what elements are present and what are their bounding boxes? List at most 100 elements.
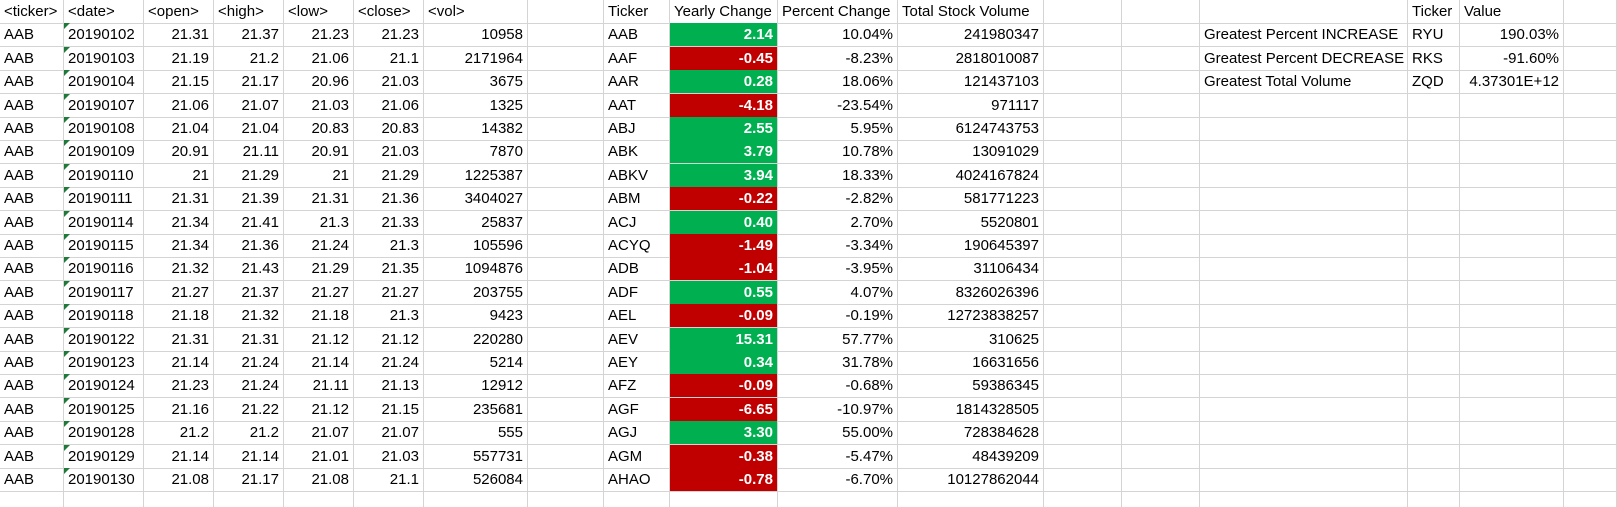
cell-ticker[interactable]: AAB xyxy=(0,327,64,352)
cell-percent-change[interactable]: -23.54% xyxy=(778,93,898,118)
cell-total-stock-volume[interactable]: 241980347 xyxy=(898,23,1044,48)
cell[interactable] xyxy=(1200,304,1408,329)
cell[interactable] xyxy=(424,491,528,507)
cell[interactable] xyxy=(1122,140,1200,165)
cell-date[interactable]: 20190128 xyxy=(64,421,144,446)
cell[interactable] xyxy=(528,257,604,282)
cell-vol[interactable]: 557731 xyxy=(424,444,528,469)
cell[interactable] xyxy=(1460,163,1564,188)
cell[interactable] xyxy=(528,23,604,48)
cell-percent-change[interactable]: -8.23% xyxy=(778,46,898,71)
cell[interactable] xyxy=(528,210,604,235)
cell[interactable] xyxy=(144,491,214,507)
cell-ticker[interactable]: ADF xyxy=(604,280,670,305)
cell-total-stock-volume[interactable]: 728384628 xyxy=(898,421,1044,446)
cell-yearly-change[interactable]: -4.18 xyxy=(670,93,778,118)
cell[interactable] xyxy=(1564,187,1617,212)
cell-date[interactable]: 20190118 xyxy=(64,304,144,329)
cell-total-stock-volume[interactable]: 13091029 xyxy=(898,140,1044,165)
cell-close[interactable]: 21.36 xyxy=(354,187,424,212)
cell-close[interactable]: 21.35 xyxy=(354,257,424,282)
cell-greatest-value[interactable]: -91.60% xyxy=(1460,46,1564,71)
cell-percent-change[interactable]: 18.06% xyxy=(778,70,898,95)
cell-close[interactable]: 21.23 xyxy=(354,23,424,48)
cell-percent-change[interactable]: -3.95% xyxy=(778,257,898,282)
cell-vol[interactable]: 203755 xyxy=(424,280,528,305)
column-header-ticker[interactable]: Ticker xyxy=(1408,0,1460,24)
cell-total-stock-volume[interactable]: 59386345 xyxy=(898,374,1044,399)
column-header-date[interactable]: <date> xyxy=(64,0,144,24)
cell-vol[interactable]: 555 xyxy=(424,421,528,446)
cell-ticker[interactable]: ADB xyxy=(604,257,670,282)
cell-high[interactable]: 21.29 xyxy=(214,163,284,188)
cell-yearly-change[interactable]: -0.22 xyxy=(670,187,778,212)
cell[interactable] xyxy=(528,93,604,118)
cell[interactable] xyxy=(1200,280,1408,305)
cell[interactable] xyxy=(1460,117,1564,141)
cell[interactable] xyxy=(1200,468,1408,492)
cell[interactable] xyxy=(1044,46,1122,71)
cell-total-stock-volume[interactable]: 12723838257 xyxy=(898,304,1044,329)
cell-close[interactable]: 21.07 xyxy=(354,421,424,446)
cell-total-stock-volume[interactable]: 121437103 xyxy=(898,70,1044,95)
cell-low[interactable]: 21 xyxy=(284,163,354,188)
cell-ticker[interactable]: AAB xyxy=(0,397,64,422)
cell-ticker[interactable]: AAB xyxy=(0,70,64,95)
cell[interactable] xyxy=(1122,444,1200,469)
cell-ticker[interactable]: ABKV xyxy=(604,163,670,188)
cell[interactable] xyxy=(528,327,604,352)
cell[interactable] xyxy=(528,46,604,71)
cell-high[interactable]: 21.36 xyxy=(214,234,284,258)
cell-low[interactable]: 20.91 xyxy=(284,140,354,165)
cell-greatest-ticker[interactable]: RKS xyxy=(1408,46,1460,71)
cell[interactable] xyxy=(1408,491,1460,507)
cell[interactable] xyxy=(1200,210,1408,235)
cell[interactable] xyxy=(1122,351,1200,375)
column-header-percent-change[interactable]: Percent Change xyxy=(778,0,898,24)
cell-low[interactable]: 21.3 xyxy=(284,210,354,235)
cell-close[interactable]: 21.03 xyxy=(354,140,424,165)
cell-total-stock-volume[interactable]: 190645397 xyxy=(898,234,1044,258)
cell-open[interactable]: 21.14 xyxy=(144,351,214,375)
cell[interactable] xyxy=(1408,468,1460,492)
cell[interactable] xyxy=(1564,351,1617,375)
cell-percent-change[interactable]: 18.33% xyxy=(778,163,898,188)
cell-percent-change[interactable]: 4.07% xyxy=(778,280,898,305)
cell[interactable] xyxy=(528,187,604,212)
cell[interactable] xyxy=(1564,93,1617,118)
cell[interactable] xyxy=(1200,444,1408,469)
cell-ticker[interactable]: AAB xyxy=(0,210,64,235)
cell[interactable] xyxy=(1122,257,1200,282)
cell-close[interactable]: 21.15 xyxy=(354,397,424,422)
cell-total-stock-volume[interactable]: 2818010087 xyxy=(898,46,1044,71)
cell[interactable] xyxy=(528,234,604,258)
cell-open[interactable]: 21.34 xyxy=(144,210,214,235)
cell-ticker[interactable]: AEL xyxy=(604,304,670,329)
cell-ticker[interactable]: AFZ xyxy=(604,374,670,399)
cell-low[interactable]: 21.27 xyxy=(284,280,354,305)
cell[interactable] xyxy=(1044,163,1122,188)
cell[interactable] xyxy=(1122,0,1200,24)
cell[interactable] xyxy=(604,491,670,507)
cell[interactable] xyxy=(1460,257,1564,282)
cell[interactable] xyxy=(1044,210,1122,235)
cell-percent-change[interactable]: 10.78% xyxy=(778,140,898,165)
cell-open[interactable]: 21.31 xyxy=(144,23,214,48)
cell[interactable] xyxy=(1564,491,1617,507)
cell-close[interactable]: 21.1 xyxy=(354,46,424,71)
cell-low[interactable]: 21.06 xyxy=(284,46,354,71)
cell-close[interactable]: 21.24 xyxy=(354,351,424,375)
cell-total-stock-volume[interactable]: 48439209 xyxy=(898,444,1044,469)
cell-vol[interactable]: 1325 xyxy=(424,93,528,118)
cell-ticker[interactable]: AAB xyxy=(604,23,670,48)
cell[interactable] xyxy=(1408,327,1460,352)
cell[interactable] xyxy=(1122,397,1200,422)
cell[interactable] xyxy=(1200,257,1408,282)
cell[interactable] xyxy=(1122,280,1200,305)
cell[interactable] xyxy=(1564,46,1617,71)
cell-open[interactable]: 21.32 xyxy=(144,257,214,282)
cell-low[interactable]: 21.14 xyxy=(284,351,354,375)
cell[interactable] xyxy=(1044,140,1122,165)
cell-greatest-label[interactable]: Greatest Percent DECREASE xyxy=(1200,46,1408,71)
